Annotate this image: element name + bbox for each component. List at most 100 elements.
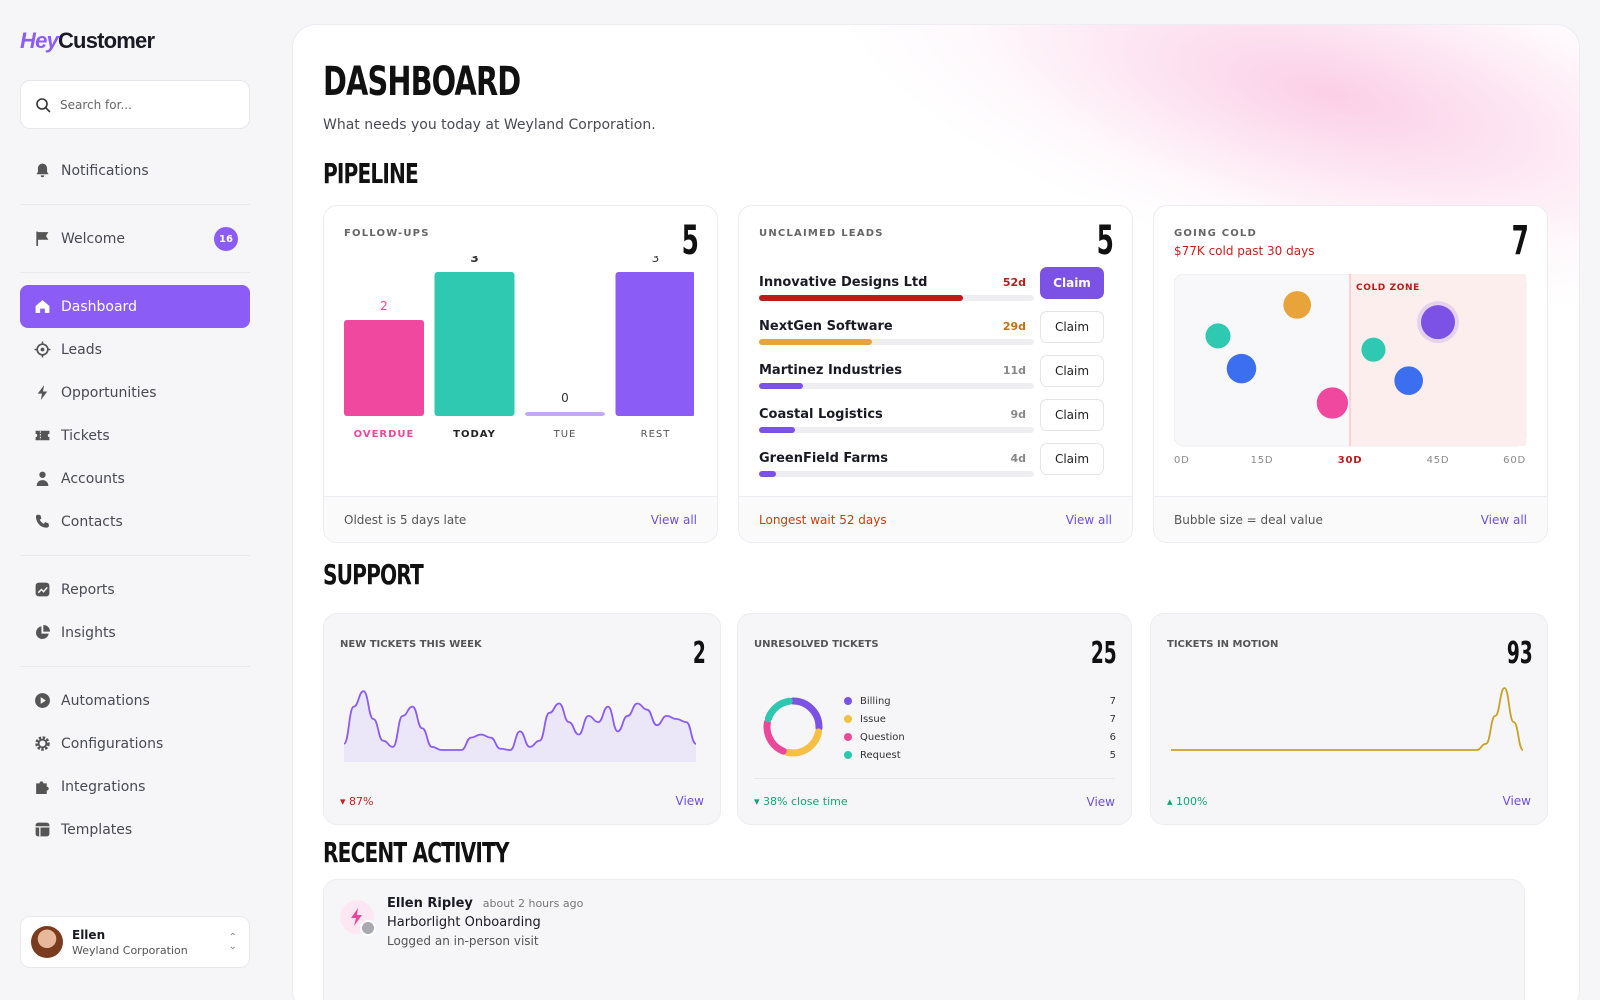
card-title: NEW TICKETS THIS WEEK: [340, 639, 482, 650]
notification-count-badge: 16: [214, 227, 238, 251]
x-tick-label: 45D: [1427, 455, 1450, 466]
activity-item[interactable]: Ellen Ripley about 2 hours ago Harborlig…: [387, 896, 583, 948]
logo[interactable]: HeyCustomer: [20, 28, 155, 53]
sidebar-item-tickets[interactable]: Tickets: [20, 414, 250, 457]
sidebar-item-label: Tickets: [61, 427, 110, 444]
legend-item: Billing 7: [844, 692, 1116, 710]
sidebar-item-label: Accounts: [61, 470, 125, 487]
card-footer: Bubble size = deal value View all: [1154, 496, 1547, 542]
section-title-pipeline: PIPELINE: [323, 157, 419, 190]
new-tickets-sparkline: [344, 690, 697, 762]
lead-row: NextGen Software 29d Claim: [759, 311, 1104, 357]
cold-view-all-link[interactable]: View all: [1480, 512, 1527, 527]
card-footer: Oldest is 5 days late View all: [324, 496, 717, 542]
bell-icon: [36, 163, 49, 178]
user-menu[interactable]: Ellen Weyland Corporation ⌃ ⌄: [20, 916, 250, 968]
bar-value-label: 3: [652, 256, 660, 265]
motion-view-link[interactable]: View: [1502, 794, 1531, 808]
sidebar-item-label: Configurations: [61, 735, 164, 752]
sidebar-item-welcome[interactable]: Welcome 16: [20, 217, 250, 260]
lead-age: 11d: [1002, 364, 1026, 377]
lead-progress-fill: [759, 295, 963, 301]
user-org: Weyland Corporation: [72, 943, 188, 957]
sparkline-line: [344, 690, 697, 751]
sidebar-item-dashboard[interactable]: Dashboard: [20, 285, 250, 328]
activity-user: Ellen Ripley: [387, 896, 473, 911]
chart-icon: [35, 582, 50, 597]
sidebar-item-integrations[interactable]: Integrations: [20, 765, 250, 808]
activity-feed: Ellen Ripley about 2 hours ago Harborlig…: [323, 879, 1525, 1000]
bar-category-label: OVERDUE: [354, 429, 415, 440]
sidebar-item-label: Automations: [61, 692, 150, 709]
new-tickets-view-link[interactable]: View: [675, 794, 704, 808]
divider: [20, 555, 250, 556]
pie-icon: [35, 625, 50, 640]
bar-value-label: 0: [561, 391, 569, 405]
claim-button[interactable]: Claim: [1040, 443, 1104, 475]
activity-time: about 2 hours ago: [482, 897, 584, 910]
claim-button[interactable]: Claim: [1040, 311, 1104, 343]
sidebar-item-reports[interactable]: Reports: [20, 568, 250, 611]
main-panel: DASHBOARD What needs you today at Weylan…: [292, 24, 1580, 1000]
donut-slice: [763, 697, 823, 757]
unclaimed-view-all-link[interactable]: View all: [1065, 512, 1112, 527]
sidebar-item-opportunities[interactable]: Opportunities: [20, 371, 250, 414]
sidebar-item-label: Insights: [61, 624, 116, 641]
card-footer: ▾ 38% close time View: [754, 778, 1115, 824]
lead-name: Innovative Designs Ltd: [759, 275, 928, 290]
motion-change: 100%: [1176, 794, 1208, 808]
search-box[interactable]: [20, 80, 250, 129]
claim-button[interactable]: Claim: [1040, 267, 1104, 299]
bar: [615, 272, 694, 416]
bar: [525, 412, 605, 416]
sidebar-item-leads[interactable]: Leads: [20, 328, 250, 371]
puzzle-icon: [36, 781, 49, 794]
page-title: DASHBOARD: [323, 59, 521, 105]
sidebar-item-notifications[interactable]: Notifications: [20, 149, 250, 192]
sidebar-item-templates[interactable]: Templates: [20, 808, 250, 851]
section-title-recent-activity: RECENT ACTIVITY: [323, 836, 510, 869]
claim-button[interactable]: Claim: [1040, 399, 1104, 431]
sidebar-item-label: Reports: [61, 581, 115, 598]
x-tick-label: 30D: [1338, 455, 1363, 466]
followups-view-all-link[interactable]: View all: [650, 512, 697, 527]
card-title: UNCLAIMED LEADS: [759, 228, 884, 239]
sidebar-item-configurations[interactable]: Configurations: [20, 722, 250, 765]
bubble: [1421, 305, 1455, 340]
sidebar-item-automations[interactable]: Automations: [20, 679, 250, 722]
phone-icon: [35, 514, 49, 528]
new-tickets-change: 87%: [349, 794, 374, 808]
avatar: [31, 926, 63, 958]
followups-bar-chart: 2 OVERDUE 3 TODAY 0 TUE 3 REST: [344, 256, 694, 440]
down-arrow-icon: ▾: [340, 794, 350, 808]
unresolved-view-link[interactable]: View: [1086, 794, 1115, 809]
sparkline-area: [344, 691, 696, 762]
up-arrow-icon: ▴: [1167, 794, 1177, 808]
sidebar-item-insights[interactable]: Insights: [20, 611, 250, 654]
lead-age: 9d: [1010, 408, 1026, 421]
card-title: UNRESOLVED TICKETS: [754, 639, 879, 650]
sidebar-item-accounts[interactable]: Accounts: [20, 457, 250, 500]
card-footer: ▾ 87% View: [340, 778, 704, 824]
legend-item: Question 6: [844, 728, 1116, 746]
bar-value-label: 2: [380, 299, 388, 313]
followups-footer-text: Oldest is 5 days late: [344, 512, 467, 527]
target-icon: [34, 341, 51, 358]
trend-down: ▾ 38% close time: [754, 795, 848, 808]
legend-dot: [844, 715, 852, 723]
card-title: TICKETS IN MOTION: [1167, 639, 1279, 650]
lead-progress-fill: [759, 339, 872, 345]
search-input[interactable]: [60, 97, 230, 112]
sidebar-item-label: Dashboard: [61, 298, 137, 315]
user-name: Ellen: [72, 927, 106, 942]
lead-name: Coastal Logistics: [759, 407, 883, 422]
tickets-in-motion-sparkline: [1171, 687, 1524, 751]
followups-card: FOLLOW-UPS 5 2 OVERDUE 3 TODAY 0 TUE 3 REST Old…: [323, 205, 718, 543]
unresolved-count: 25: [1091, 636, 1117, 671]
new-tickets-count: 2: [693, 636, 706, 671]
lead-age: 29d: [1002, 320, 1026, 333]
sidebar-item-label: Notifications: [61, 162, 149, 179]
sidebar-item-contacts[interactable]: Contacts: [20, 500, 250, 543]
claim-button[interactable]: Claim: [1040, 355, 1104, 387]
template-icon: [35, 822, 50, 837]
